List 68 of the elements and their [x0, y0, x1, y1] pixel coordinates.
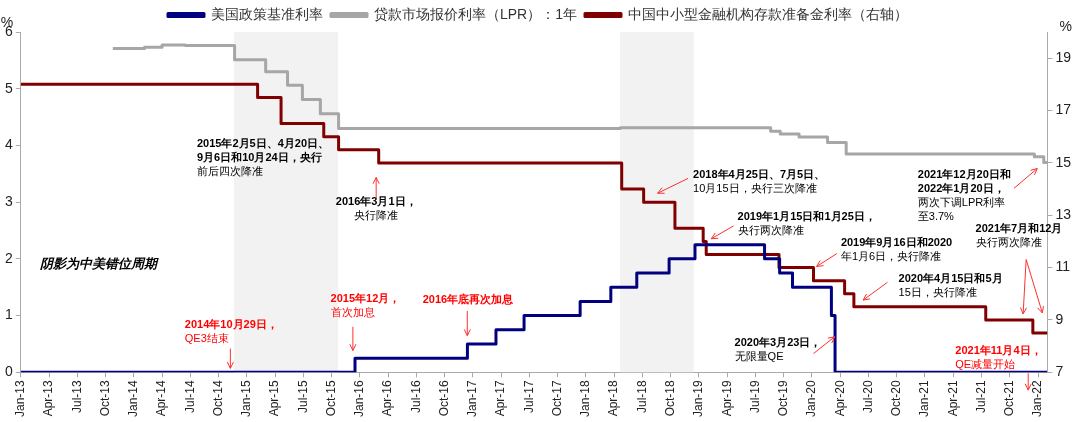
- x-tick-label: Apr-20: [832, 380, 847, 417]
- annotation: 2014年10月29日，QE3结束: [184, 318, 278, 345]
- x-tick-label: Jul-15: [295, 379, 310, 413]
- x-tick-label: Jan-19: [691, 379, 706, 418]
- legend-label: 贷款市场报价利率（LPR）：1年: [373, 5, 578, 22]
- annotation: 2015年12月，首次加息: [330, 291, 401, 318]
- x-tick-label: Apr-14: [154, 380, 169, 417]
- x-tick-label: Jul-14: [182, 379, 197, 413]
- annotation: 2016年底再次加息: [422, 292, 515, 305]
- annotation: 阴影为中美错位周期: [40, 255, 160, 271]
- x-tick-label: Jul-21: [973, 379, 988, 413]
- x-tick-label: Jan-13: [13, 379, 28, 418]
- y-tick-label: 5: [4, 79, 13, 96]
- x-tick-label: Jul-17: [521, 379, 536, 413]
- y2-tick-label: 11: [1055, 258, 1071, 275]
- x-tick-label: Jan-22: [1030, 379, 1045, 418]
- annotation: 2021年12月20日和2022年1月20日，两次下调LPR利率至3.7%: [917, 168, 1011, 223]
- x-tick-label: Jan-15: [239, 379, 254, 418]
- y2-tick-label: 15: [1055, 153, 1072, 170]
- x-tick-label: Jan-17: [465, 379, 480, 418]
- x-tick-label: Oct-16: [436, 379, 451, 417]
- x-tick-label: Jan-20: [804, 379, 819, 418]
- y-tick-label: 4: [4, 136, 13, 153]
- y-tick-label: 2: [4, 249, 13, 266]
- x-tick-label: Apr-15: [267, 380, 282, 417]
- x-tick-label: Oct-17: [549, 379, 564, 417]
- annotation: 2020年3月23日，无限量QE: [734, 336, 822, 363]
- x-tick-label: Jan-14: [126, 379, 141, 418]
- y2-tick-label: 19: [1055, 49, 1072, 66]
- x-tick-label: Jul-16: [408, 379, 423, 413]
- x-tick-label: Apr-21: [945, 380, 960, 417]
- annotation: 2021年7月和12月央行两次降准: [975, 222, 1063, 249]
- x-tick-label: Apr-13: [41, 380, 56, 417]
- y2-tick-label: 9: [1055, 310, 1064, 327]
- annotation: 2016年3月1日，央行降准: [335, 194, 417, 221]
- x-tick-label: Oct-13: [97, 379, 112, 417]
- annotation: 2021年11月4日，QE减量开始: [955, 344, 1042, 371]
- y-tick-label: 1: [4, 306, 13, 323]
- x-tick-label: Jul-18: [634, 379, 649, 413]
- y2-tick-label: 13: [1055, 206, 1072, 223]
- y-tick-label: 3: [4, 193, 13, 210]
- x-tick-label: Oct-20: [889, 379, 904, 417]
- annotation: 2019年9月16日和2020年1月6日，央行降准: [840, 236, 953, 263]
- y2-tick-label: 7: [1055, 363, 1064, 380]
- annotation: 2019年1月15日和1月25日，央行两次降准: [737, 209, 876, 236]
- x-tick-label: Jan-18: [578, 379, 593, 418]
- x-tick-label: Oct-19: [776, 379, 791, 417]
- annotation: 2020年4月15日和5月15日，央行降准: [898, 271, 1003, 298]
- x-tick-label: Jan-21: [917, 379, 932, 418]
- annotation: 2015年2月5日、4月20日、9月6日和10月24日，央行前后四次降准: [196, 137, 330, 178]
- x-tick-label: Jul-19: [747, 379, 762, 413]
- y2-axis-title: %: [1059, 17, 1072, 34]
- x-tick-label: Apr-17: [493, 380, 508, 417]
- x-tick-label: Jul-20: [860, 379, 875, 413]
- x-tick-label: Jan-16: [352, 379, 367, 418]
- annotation: 2018年4月25日、7月5日、10月15日，央行三次降准: [693, 168, 826, 195]
- x-tick-label: Oct-15: [323, 379, 338, 417]
- y-tick-label: 0: [4, 363, 13, 380]
- legend-label: 美国政策基准利率: [210, 5, 323, 22]
- y2-tick-label: 17: [1055, 101, 1072, 118]
- x-tick-label: Apr-16: [380, 380, 395, 417]
- x-tick-label: Apr-18: [606, 380, 621, 417]
- x-tick-label: Jul-13: [69, 379, 84, 413]
- x-tick-label: Oct-14: [210, 379, 225, 417]
- x-tick-label: Oct-21: [1002, 379, 1017, 417]
- x-tick-label: Apr-19: [719, 380, 734, 417]
- x-tick-label: Oct-18: [662, 379, 677, 417]
- legend-label: 中国中小型金融机构存款准备金利率（右轴）: [628, 5, 909, 22]
